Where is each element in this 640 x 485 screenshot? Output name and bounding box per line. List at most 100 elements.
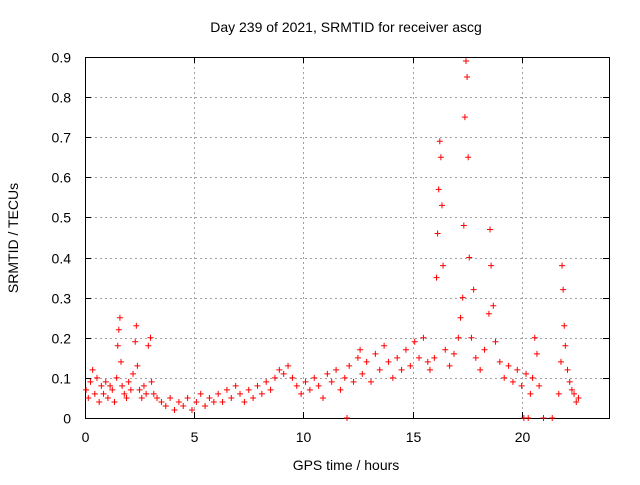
- plot-frame: [85, 57, 610, 419]
- data-point: [536, 382, 543, 389]
- data-point: [223, 386, 230, 393]
- data-point: [245, 386, 252, 393]
- data-point: [311, 374, 318, 381]
- data-point: [140, 382, 147, 389]
- data-point: [210, 398, 217, 405]
- data-point: [363, 358, 370, 365]
- data-point: [193, 398, 200, 405]
- y-tick-label: 0.9: [52, 50, 72, 66]
- data-point: [562, 342, 569, 349]
- data-point: [219, 398, 226, 405]
- y-tick-label: 0.2: [52, 331, 72, 347]
- data-point: [147, 334, 154, 341]
- data-point: [162, 402, 169, 409]
- data-point: [398, 366, 405, 373]
- data-point: [573, 398, 580, 405]
- data-point: [438, 202, 445, 209]
- data-point: [416, 354, 423, 361]
- data-point: [354, 354, 361, 361]
- data-point: [434, 230, 441, 237]
- data-point: [118, 358, 125, 365]
- data-point: [324, 370, 331, 377]
- y-tick-label: 0.5: [52, 210, 72, 226]
- data-point: [481, 346, 488, 353]
- data-point: [490, 302, 497, 309]
- data-point: [83, 386, 90, 393]
- data-point: [557, 358, 564, 365]
- data-point: [143, 390, 150, 397]
- data-point: [431, 354, 438, 361]
- x-tick-label: 5: [191, 429, 199, 445]
- data-point: [184, 394, 191, 401]
- data-point: [130, 370, 137, 377]
- data-point: [571, 390, 578, 397]
- data-point: [341, 374, 348, 381]
- data-point: [566, 378, 573, 385]
- data-point: [114, 342, 121, 349]
- data-point: [232, 382, 239, 389]
- data-point: [91, 390, 98, 397]
- data-point: [89, 366, 96, 373]
- data-point: [464, 74, 471, 81]
- data-point: [298, 390, 305, 397]
- y-tick-label: 0: [63, 411, 71, 427]
- data-point: [197, 390, 204, 397]
- data-points: [83, 58, 582, 421]
- data-point: [306, 386, 313, 393]
- data-point: [241, 398, 248, 405]
- data-point: [459, 294, 466, 301]
- data-point: [215, 390, 222, 397]
- data-point: [344, 415, 350, 421]
- data-point: [107, 382, 114, 389]
- data-point: [132, 338, 139, 345]
- data-point: [167, 394, 174, 401]
- data-point: [485, 310, 492, 317]
- data-point: [136, 386, 143, 393]
- y-tick-label: 0.3: [52, 291, 72, 307]
- data-point: [237, 390, 244, 397]
- data-point: [385, 358, 392, 365]
- data-point: [465, 154, 472, 161]
- data-point: [206, 394, 213, 401]
- data-point: [549, 415, 556, 421]
- data-point: [560, 286, 567, 293]
- data-point: [450, 350, 457, 357]
- data-point: [561, 322, 568, 329]
- data-point: [285, 362, 292, 369]
- data-point: [116, 314, 123, 321]
- data-point: [85, 394, 92, 401]
- data-point: [113, 374, 120, 381]
- data-point: [180, 402, 187, 409]
- data-point: [407, 362, 414, 369]
- data-point: [442, 346, 449, 353]
- x-tick-label: 10: [296, 429, 312, 445]
- data-point: [302, 378, 309, 385]
- data-point: [394, 354, 401, 361]
- data-point: [531, 334, 538, 341]
- data-point: [488, 262, 495, 269]
- data-point: [411, 338, 418, 345]
- data-point: [466, 254, 473, 261]
- data-point: [501, 374, 508, 381]
- data-point: [98, 382, 105, 389]
- y-tick-label: 0.4: [52, 251, 72, 267]
- grid-lines: [85, 57, 609, 418]
- data-point: [505, 362, 512, 369]
- data-point: [133, 322, 140, 329]
- data-point: [529, 374, 536, 381]
- chart-title: Day 239 of 2021, SRMTID for receiver asc…: [210, 19, 482, 35]
- data-point: [87, 378, 94, 385]
- data-point: [540, 415, 547, 421]
- y-tick-label: 0.7: [52, 130, 72, 146]
- data-point: [102, 378, 109, 385]
- data-point: [346, 362, 353, 369]
- data-point: [145, 342, 152, 349]
- data-point: [440, 262, 447, 269]
- data-point: [518, 382, 525, 389]
- data-point: [148, 378, 155, 385]
- data-point: [276, 366, 283, 373]
- data-point: [171, 406, 178, 413]
- data-point: [477, 366, 484, 373]
- data-point: [372, 350, 379, 357]
- data-point: [158, 398, 165, 405]
